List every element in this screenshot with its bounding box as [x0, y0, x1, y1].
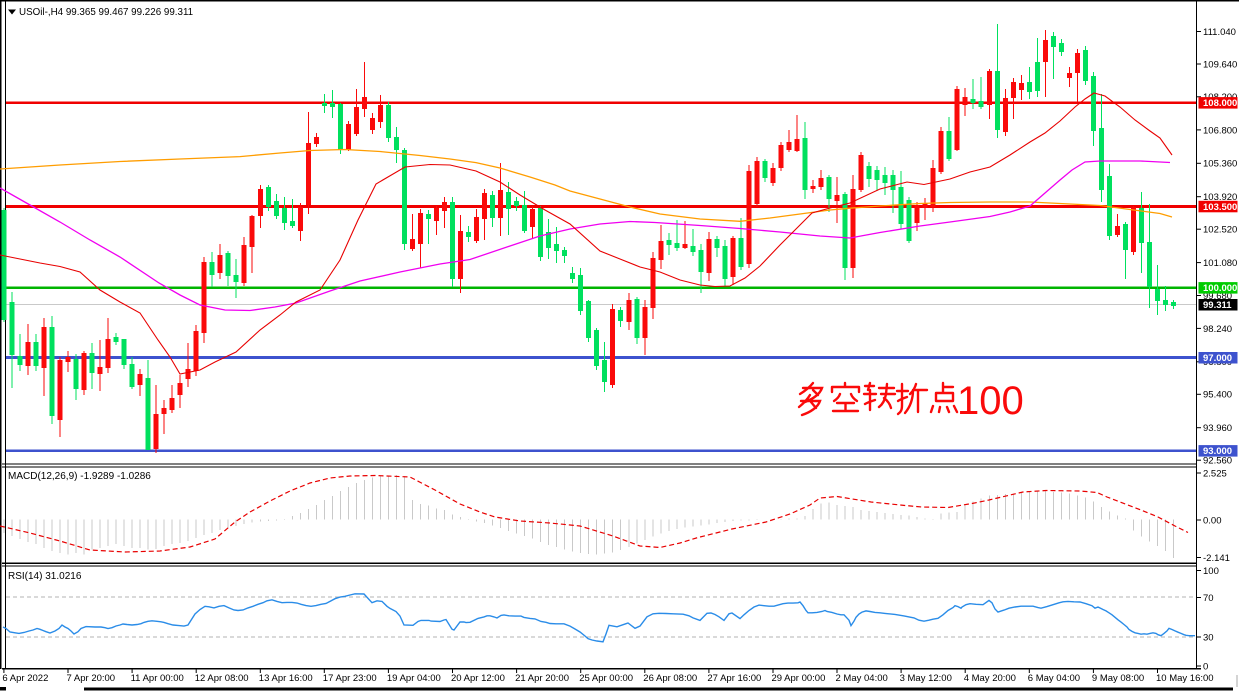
svg-text:93.960: 93.960	[1203, 423, 1232, 434]
svg-text:12 Apr 08:00: 12 Apr 08:00	[195, 673, 249, 684]
svg-text:3 May 12:00: 3 May 12:00	[900, 673, 952, 684]
svg-text:USOil-,H4 99.365 99.467 99.22: USOil-,H4 99.365 99.467 99.226 99.311	[19, 7, 193, 18]
svg-text:4 May 20:00: 4 May 20:00	[964, 673, 1016, 684]
svg-text:11 Apr 00:00: 11 Apr 00:00	[131, 673, 184, 684]
svg-text:6 May 04:00: 6 May 04:00	[1028, 673, 1080, 684]
svg-text:2.525: 2.525	[1203, 468, 1227, 479]
svg-text:13 Apr 16:00: 13 Apr 16:00	[259, 673, 313, 684]
svg-text:-2.141: -2.141	[1203, 553, 1230, 564]
svg-text:70: 70	[1203, 593, 1214, 604]
svg-text:111.040: 111.040	[1203, 27, 1236, 38]
svg-text:17 Apr 23:00: 17 Apr 23:00	[323, 673, 377, 684]
svg-text:RSI(14) 31.0216: RSI(14) 31.0216	[8, 571, 82, 582]
svg-text:6 Apr 2022: 6 Apr 2022	[2, 673, 48, 684]
svg-text:27 Apr 16:00: 27 Apr 16:00	[707, 673, 761, 684]
svg-text:101.080: 101.080	[1203, 258, 1237, 269]
svg-text:98.240: 98.240	[1203, 324, 1232, 335]
svg-text:92.560: 92.560	[1203, 456, 1232, 467]
svg-text:20 Apr 12:00: 20 Apr 12:00	[451, 673, 505, 684]
svg-text:103.500: 103.500	[1203, 202, 1237, 213]
svg-text:10 May 16:00: 10 May 16:00	[1156, 673, 1214, 684]
svg-text:0.00: 0.00	[1203, 515, 1222, 526]
svg-text:106.800: 106.800	[1203, 125, 1237, 136]
svg-text:100: 100	[957, 379, 1024, 423]
svg-text:100.000: 100.000	[1203, 283, 1237, 294]
svg-text:7 Apr 20:00: 7 Apr 20:00	[67, 673, 116, 684]
svg-text:29 Apr 00:00: 29 Apr 00:00	[772, 673, 826, 684]
svg-text:103.920: 103.920	[1203, 192, 1237, 203]
svg-text:2 May 04:00: 2 May 04:00	[836, 673, 888, 684]
svg-text:0: 0	[1203, 661, 1208, 672]
svg-text:100: 100	[1203, 566, 1219, 577]
svg-text:25 Apr 00:00: 25 Apr 00:00	[579, 673, 633, 684]
svg-text:9 May 08:00: 9 May 08:00	[1092, 673, 1144, 684]
svg-text:19 Apr 04:00: 19 Apr 04:00	[387, 673, 441, 684]
svg-text:26 Apr 08:00: 26 Apr 08:00	[643, 673, 697, 684]
svg-text:102.520: 102.520	[1203, 225, 1237, 236]
svg-text:109.640: 109.640	[1203, 59, 1237, 70]
svg-text:97.000: 97.000	[1203, 353, 1232, 364]
svg-text:21 Apr 20:00: 21 Apr 20:00	[515, 673, 569, 684]
svg-text:MACD(12,26,9) -1.9289 -1.0286: MACD(12,26,9) -1.9289 -1.0286	[8, 471, 151, 482]
svg-text:99.311: 99.311	[1203, 300, 1232, 311]
svg-text:108.000: 108.000	[1203, 98, 1237, 109]
svg-text:99.680: 99.680	[1203, 291, 1232, 302]
svg-text:105.360: 105.360	[1203, 159, 1237, 170]
svg-text:30: 30	[1203, 632, 1214, 643]
svg-text:93.000: 93.000	[1203, 446, 1232, 457]
svg-text:95.400: 95.400	[1203, 390, 1232, 401]
